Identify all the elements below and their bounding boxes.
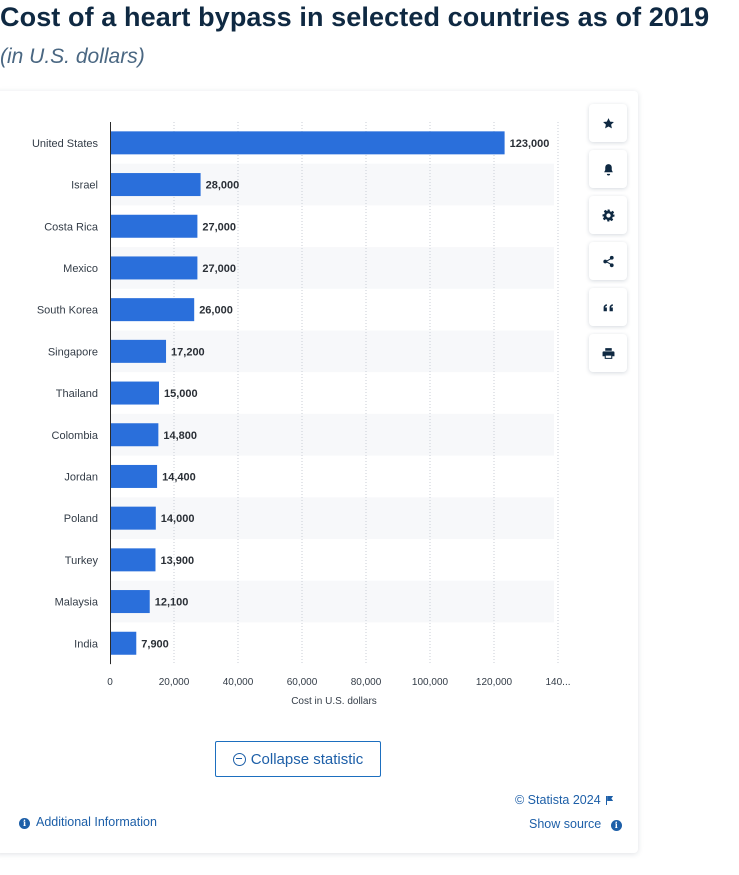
bar bbox=[111, 423, 159, 447]
category-label: United States bbox=[32, 138, 99, 150]
data-label: 28,000 bbox=[206, 180, 240, 192]
data-label: 14,800 bbox=[163, 430, 197, 442]
notification-button[interactable] bbox=[589, 150, 627, 188]
additional-information-link[interactable]: i Additional Information bbox=[19, 815, 157, 829]
category-label: Turkey bbox=[65, 555, 99, 567]
data-label: 14,000 bbox=[161, 513, 195, 525]
category-label: Costa Rica bbox=[44, 221, 99, 233]
quote-icon bbox=[603, 303, 613, 311]
bar bbox=[111, 173, 201, 197]
bar bbox=[111, 256, 198, 280]
category-label: Colombia bbox=[52, 430, 99, 442]
x-axis-title: Cost in U.S. dollars bbox=[291, 696, 377, 707]
info-icon: i bbox=[610, 820, 622, 831]
collapse-statistic-button[interactable]: Collapse statistic bbox=[215, 741, 381, 777]
settings-button[interactable] bbox=[589, 196, 627, 234]
bar bbox=[111, 214, 198, 238]
x-tick-label: 0 bbox=[107, 677, 113, 688]
category-label: Singapore bbox=[48, 346, 98, 358]
row-stripe bbox=[110, 497, 554, 539]
collapse-statistic-label: Collapse statistic bbox=[250, 750, 364, 768]
x-tick-label: 100,000 bbox=[412, 677, 449, 688]
data-label: 27,000 bbox=[202, 263, 236, 275]
page-title: Cost of a heart bypass in selected count… bbox=[0, 2, 710, 32]
bar bbox=[111, 631, 137, 655]
bell-icon bbox=[603, 163, 613, 175]
gear-icon bbox=[602, 209, 614, 221]
show-source-label: Show source bbox=[529, 817, 602, 831]
bar bbox=[111, 381, 159, 405]
bar-chart: United States 123,000 Israel 28,000 Costa Ri… bbox=[32, 122, 571, 707]
info-icon: i bbox=[19, 818, 30, 829]
data-label: 14,400 bbox=[162, 471, 196, 483]
print-button[interactable] bbox=[589, 334, 627, 372]
cite-button[interactable] bbox=[589, 288, 627, 326]
copyright-label: © Statista 2024 bbox=[515, 793, 601, 807]
data-label: 27,000 bbox=[202, 221, 236, 233]
data-label: 123,000 bbox=[510, 138, 550, 150]
bar bbox=[111, 548, 156, 572]
statistic-card bbox=[0, 91, 638, 853]
x-tick-label: 140... bbox=[545, 677, 570, 688]
category-label: South Korea bbox=[37, 305, 99, 317]
page-subtitle: (in U.S. dollars) bbox=[0, 45, 145, 68]
row-stripe bbox=[110, 330, 554, 373]
print-icon bbox=[602, 347, 614, 359]
x-tick-label: 120,000 bbox=[476, 677, 513, 688]
additional-information-label: Additional Information bbox=[36, 815, 157, 829]
category-label: Poland bbox=[64, 513, 98, 525]
share-button[interactable] bbox=[589, 242, 627, 280]
favorite-button[interactable] bbox=[589, 104, 627, 142]
data-label: 7,900 bbox=[141, 638, 169, 650]
data-label: 13,900 bbox=[160, 555, 194, 567]
bar bbox=[111, 131, 505, 155]
bar bbox=[111, 298, 195, 322]
data-label: 12,100 bbox=[155, 597, 189, 609]
share-icon bbox=[602, 255, 614, 267]
data-label: 15,000 bbox=[164, 388, 198, 400]
bar bbox=[111, 339, 167, 363]
bar bbox=[111, 590, 150, 614]
category-label: Thailand bbox=[56, 388, 98, 400]
row-stripe bbox=[110, 580, 554, 623]
star-icon bbox=[602, 117, 614, 128]
category-label: India bbox=[74, 638, 99, 650]
category-label: Mexico bbox=[63, 263, 98, 275]
data-label: 17,200 bbox=[171, 346, 205, 358]
row-stripe bbox=[110, 413, 554, 456]
x-tick-label: 60,000 bbox=[287, 677, 318, 688]
x-tick-label: 80,000 bbox=[351, 677, 382, 688]
category-label: Israel bbox=[71, 180, 98, 192]
category-label: Malaysia bbox=[55, 597, 99, 609]
minus-circle-icon bbox=[232, 752, 246, 766]
bar bbox=[111, 464, 158, 488]
x-tick-label: 40,000 bbox=[223, 677, 254, 688]
bar bbox=[111, 506, 156, 530]
flag-icon bbox=[605, 796, 614, 805]
x-tick-label: 20,000 bbox=[159, 677, 190, 688]
data-label: 26,000 bbox=[199, 305, 233, 317]
statista-copyright-link[interactable]: © Statista 2024 bbox=[515, 793, 614, 807]
show-source-link[interactable]: Show source i bbox=[529, 817, 622, 831]
category-label: Jordan bbox=[64, 471, 98, 483]
